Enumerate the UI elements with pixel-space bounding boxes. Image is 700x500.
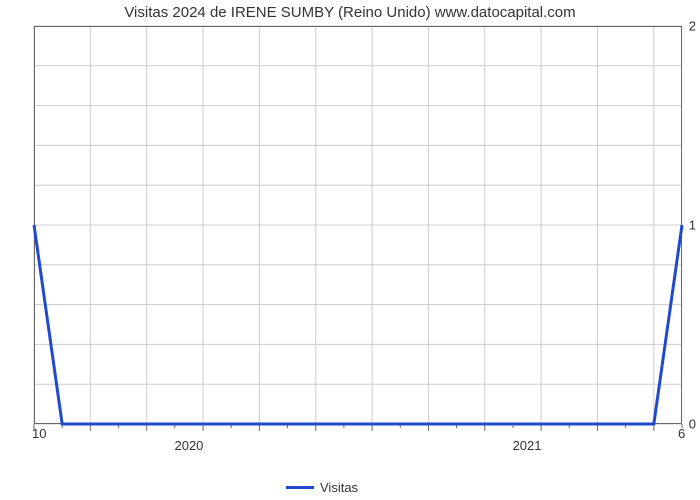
chart-container: Visitas 2024 de IRENE SUMBY (Reino Unido… [0,0,700,500]
legend: Visitas [286,480,358,495]
x-category-label: 2021 [513,438,542,453]
x-right-edge-label: 6 [678,426,685,441]
y-tick-label: 1 [668,218,696,233]
legend-swatch [286,486,314,489]
x-category-label: 2020 [174,438,203,453]
y-tick-label: 2 [668,19,696,34]
plot-area [34,26,682,424]
chart-title: Visitas 2024 de IRENE SUMBY (Reino Unido… [0,4,700,21]
x-left-edge-label: 10 [32,426,46,441]
legend-label: Visitas [320,480,358,495]
plot-svg [34,26,682,424]
